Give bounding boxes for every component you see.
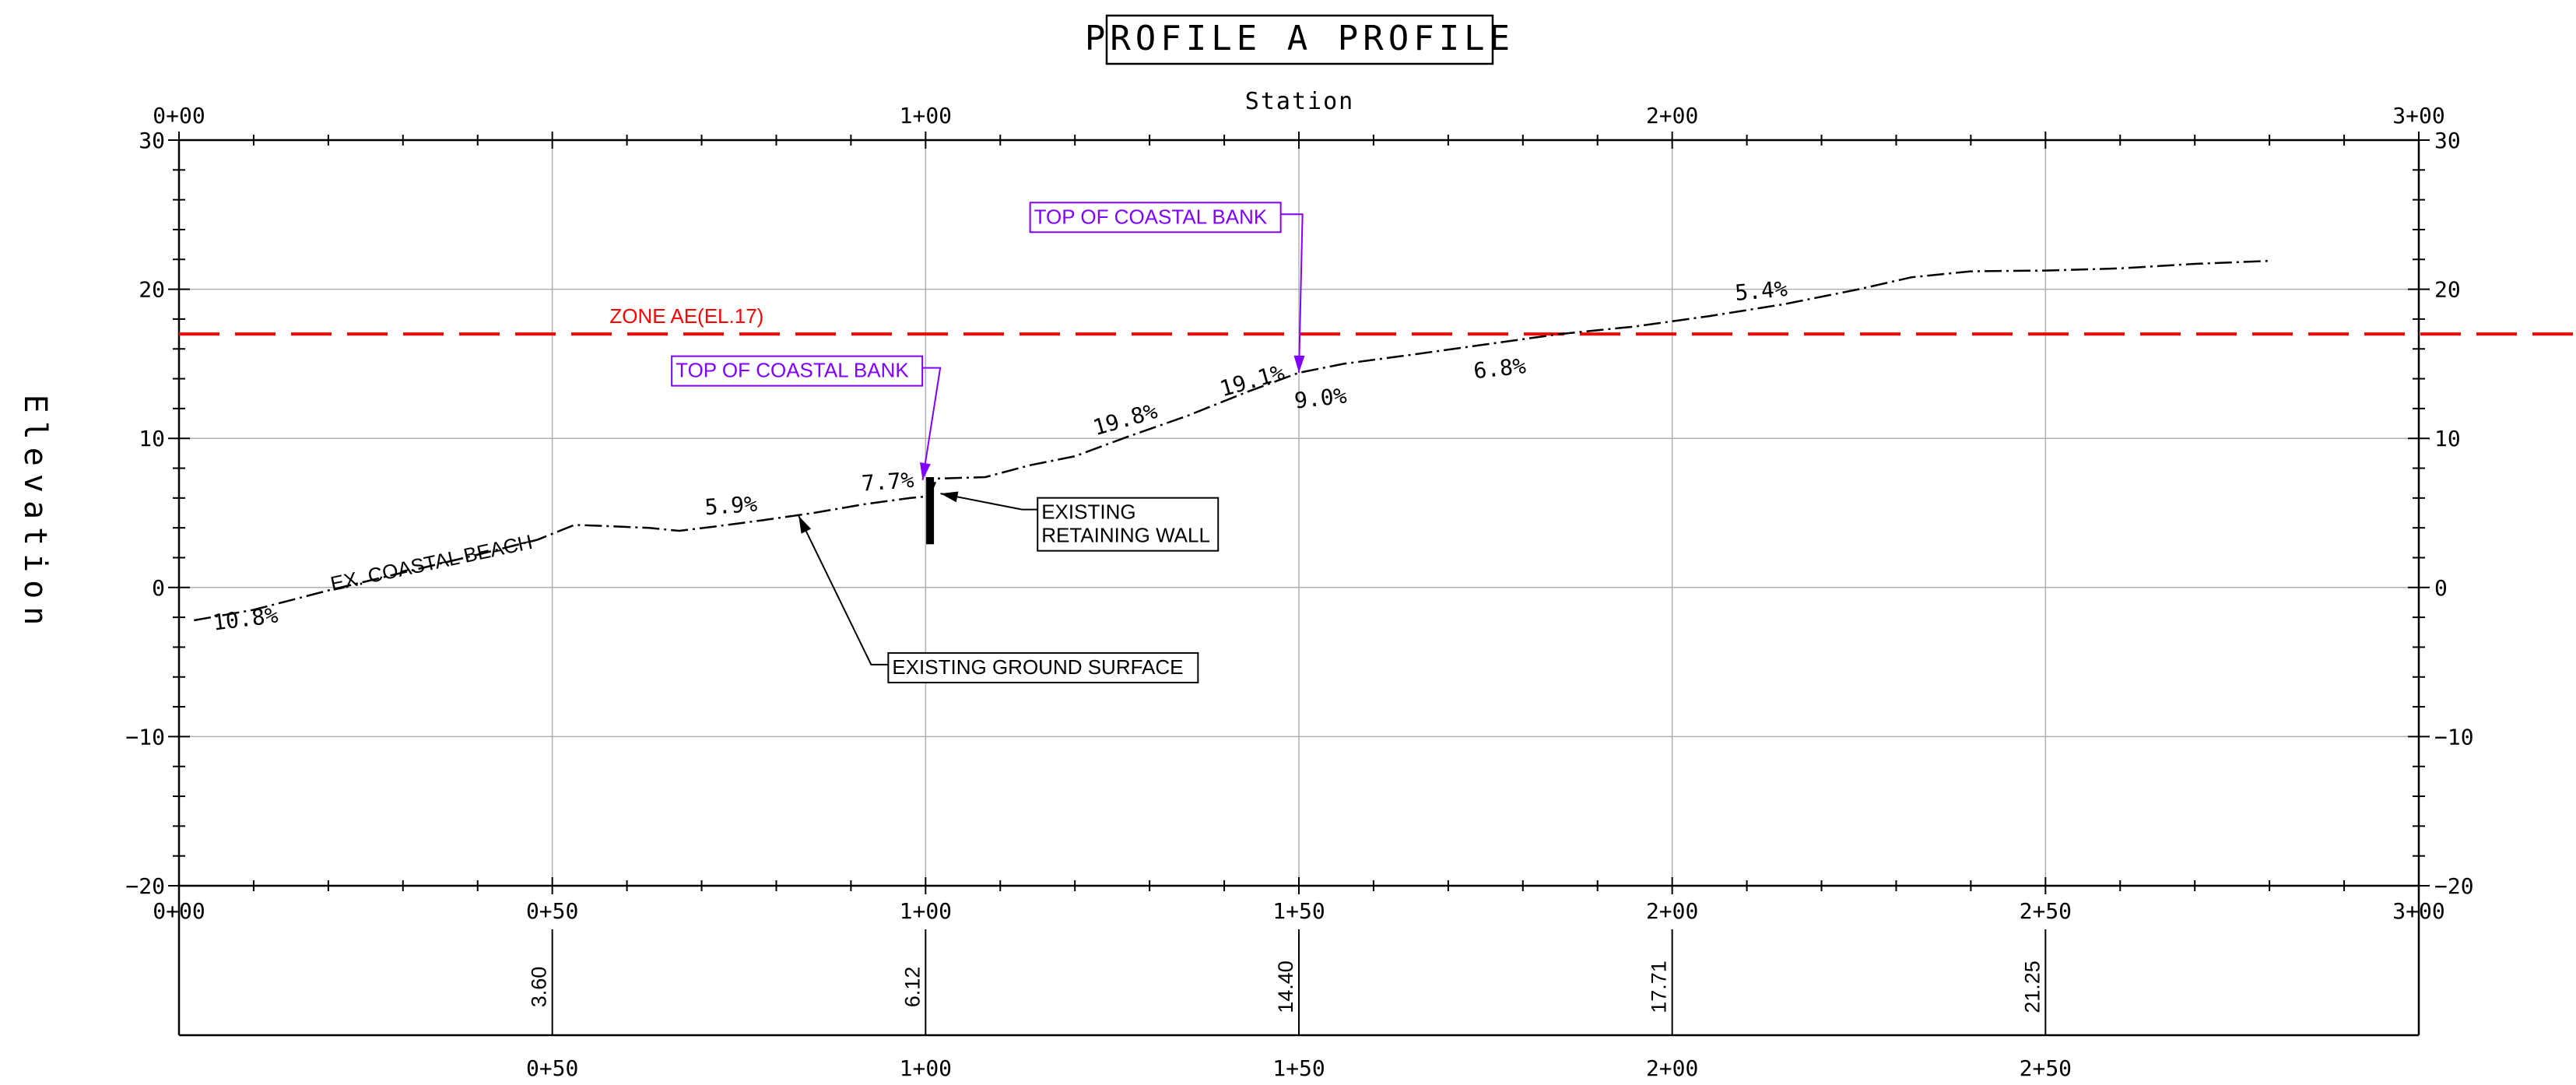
grade-label: 10.8% bbox=[211, 602, 279, 636]
ground-surface-leader bbox=[798, 515, 889, 665]
top-of-bank-leader-1 bbox=[921, 367, 942, 481]
flood-zone-label: ZONE AE(EL.17) bbox=[609, 304, 763, 328]
y-tick-label-left: 10 bbox=[139, 426, 165, 451]
top-of-bank-label-2-text: TOP OF COASTAL BANK bbox=[1034, 205, 1268, 228]
x-tick-label-bottom: 0+50 bbox=[526, 898, 578, 924]
y-axis-title: Elevation bbox=[17, 395, 53, 634]
axis-tick-labels: 0+00 1+00 2+00 3+00 0+00 0+50 1+00 1+50 2+00 2+50… bbox=[125, 103, 2473, 1081]
top-of-bank-leader-2 bbox=[1280, 213, 1304, 373]
x-tick-label-band: 2+00 bbox=[1646, 1055, 1698, 1081]
band-elevation-value: 17.71 bbox=[1648, 960, 1671, 1013]
drawing-title: PROFILE A PROFILE bbox=[1085, 19, 1514, 58]
retaining-wall-label-box bbox=[1037, 497, 1220, 552]
axis-ticks bbox=[168, 132, 2430, 894]
y-tick-label-left: −10 bbox=[125, 724, 165, 750]
x-tick-label-bottom: 1+00 bbox=[900, 898, 952, 924]
x-tick-label-bottom: 1+50 bbox=[1272, 898, 1325, 924]
x-tick-label-bottom: 3+00 bbox=[2392, 898, 2444, 924]
grade-label: 6.8% bbox=[1472, 353, 1528, 384]
grade-labels: 10.8% 5.9% 7.7% 19.8% 19.1% 9.0% 6.8% 5.4% bbox=[211, 276, 1788, 635]
y-tick-label-left: −20 bbox=[125, 873, 165, 899]
y-tick-label-right: 20 bbox=[2434, 277, 2461, 303]
existing-ground-line bbox=[193, 259, 2270, 622]
y-tick-label-left: 0 bbox=[152, 575, 165, 601]
x-tick-label-band: 2+50 bbox=[2020, 1055, 2072, 1081]
y-tick-label-right: 30 bbox=[2434, 128, 2461, 153]
ground-surface-label-text: EXISTING GROUND SURFACE bbox=[892, 655, 1183, 679]
ground-profile bbox=[193, 259, 2270, 622]
x-tick-label-band: 1+00 bbox=[900, 1055, 952, 1081]
grid bbox=[179, 140, 2419, 886]
x-tick-label-top: 3+00 bbox=[2392, 103, 2444, 128]
top-of-bank-arrow-1 bbox=[919, 462, 931, 480]
x-tick-label-bottom: 0+00 bbox=[153, 898, 205, 924]
retaining-wall-leader bbox=[940, 493, 1038, 511]
top-of-bank-label-1-box bbox=[671, 355, 924, 387]
y-tick-label-left: 30 bbox=[139, 128, 165, 153]
retaining-wall-label-text: EXISTING bbox=[1041, 500, 1135, 524]
y-tick-label-right: −20 bbox=[2434, 873, 2474, 899]
band-elevation-value: 14.40 bbox=[1274, 960, 1297, 1013]
top-of-bank-arrow-2 bbox=[1293, 355, 1305, 373]
ground-surface-label-box bbox=[887, 651, 1199, 683]
band-elevation-value: 21.25 bbox=[2020, 960, 2044, 1013]
x-tick-label-top: 1+00 bbox=[900, 103, 952, 128]
x-tick-label-band: 1+50 bbox=[1272, 1055, 1325, 1081]
retaining-wall-label-text: RETAINING WALL bbox=[1041, 524, 1210, 547]
top-of-bank-label-1-text: TOP OF COASTAL BANK bbox=[676, 359, 909, 382]
y-tick-label-right: −10 bbox=[2434, 724, 2474, 750]
flood-zone: ZONE AE(EL.17) bbox=[179, 304, 2576, 336]
coastal-beach-label: EX. COASTAL BEACH bbox=[328, 530, 535, 595]
retaining-wall-arrow bbox=[940, 491, 959, 503]
x-tick-label-band: 0+50 bbox=[526, 1055, 578, 1081]
x-tick-label-top: 0+00 bbox=[153, 103, 205, 128]
x-tick-label-bottom: 2+50 bbox=[2020, 898, 2072, 924]
band-elevation-value: 3.60 bbox=[528, 967, 551, 1008]
x-tick-label-bottom: 2+00 bbox=[1646, 898, 1698, 924]
x-tick-label-top: 2+00 bbox=[1646, 103, 1698, 128]
grade-label: 19.1% bbox=[1217, 359, 1287, 402]
grade-label: 19.8% bbox=[1090, 398, 1160, 441]
y-tick-label-left: 20 bbox=[139, 277, 165, 303]
y-tick-label-right: 0 bbox=[2434, 575, 2448, 601]
elevation-band: 3.60 6.12 14.40 17.71 21.25 bbox=[528, 929, 2047, 1035]
grade-label: 9.0% bbox=[1293, 383, 1349, 414]
top-of-bank-label-2-box bbox=[1029, 202, 1282, 234]
callouts: EX. COASTAL BEACH TOP OF COASTAL BANK TOP … bbox=[328, 202, 1305, 683]
grade-label: 5.9% bbox=[704, 491, 758, 521]
ground-surface-arrow bbox=[798, 515, 812, 534]
y-tick-label-right: 10 bbox=[2434, 426, 2461, 451]
grade-label: 5.4% bbox=[1734, 276, 1788, 306]
grade-label: 7.7% bbox=[861, 467, 915, 497]
title-box bbox=[1105, 14, 1494, 65]
x-axis-title: Station bbox=[1245, 88, 1354, 115]
retaining-wall-mark bbox=[926, 477, 935, 545]
band-elevation-value: 6.12 bbox=[900, 967, 924, 1008]
